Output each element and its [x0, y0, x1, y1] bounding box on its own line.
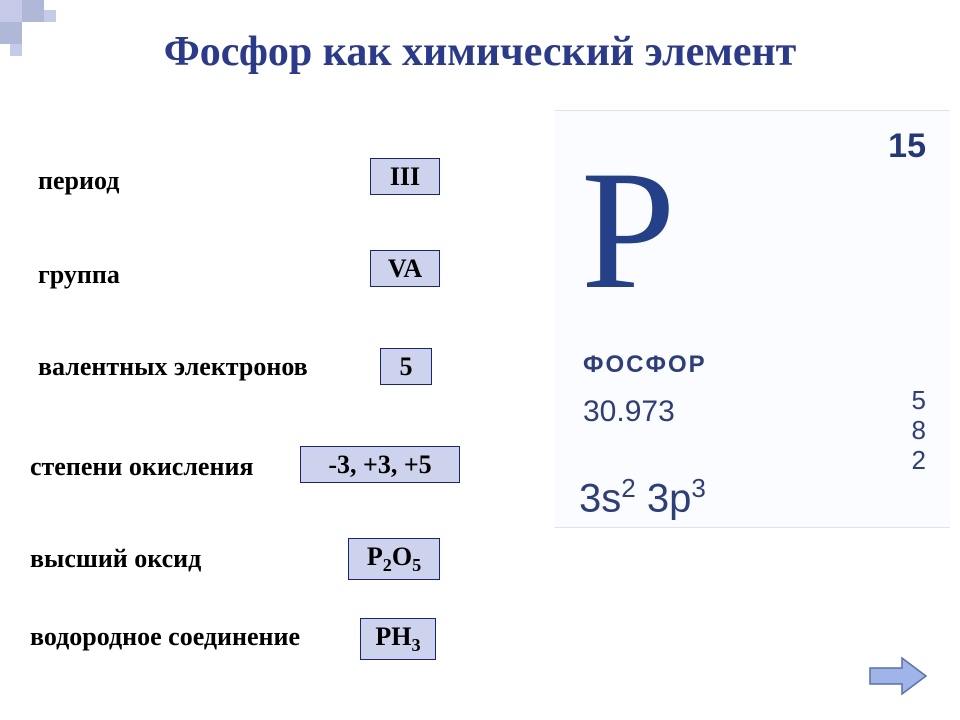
value-hydride: PH3	[360, 618, 436, 660]
value-valence: 5	[380, 348, 432, 385]
next-arrow-icon[interactable]	[868, 656, 928, 696]
value-oxide: P2O5	[348, 538, 440, 580]
label-hydride: водородное соединение	[30, 622, 300, 652]
label-group: группа	[38, 260, 120, 290]
label-period: период	[38, 166, 119, 196]
electron-config: 3s2 3p3	[579, 473, 706, 521]
label-oxstates: степени окисления	[30, 452, 254, 482]
label-valence: валентных электронов	[38, 352, 308, 382]
atomic-mass: 30.973	[583, 395, 675, 429]
label-oxide: высший оксид	[30, 544, 201, 574]
atomic-number: 15	[888, 127, 926, 166]
value-oxstates: -3, +3, +5	[300, 446, 460, 483]
element-symbol: P	[581, 145, 676, 315]
value-period: III	[370, 158, 440, 195]
value-group: VA	[370, 250, 440, 287]
electron-shells: 5 8 2	[912, 386, 926, 476]
slide-title: Фосфор как химический элемент	[0, 28, 960, 76]
element-name: ФОСФОР	[583, 351, 707, 379]
element-card: 15 P ФОСФОР 30.973 5 8 2 3s2 3p3	[555, 110, 950, 528]
